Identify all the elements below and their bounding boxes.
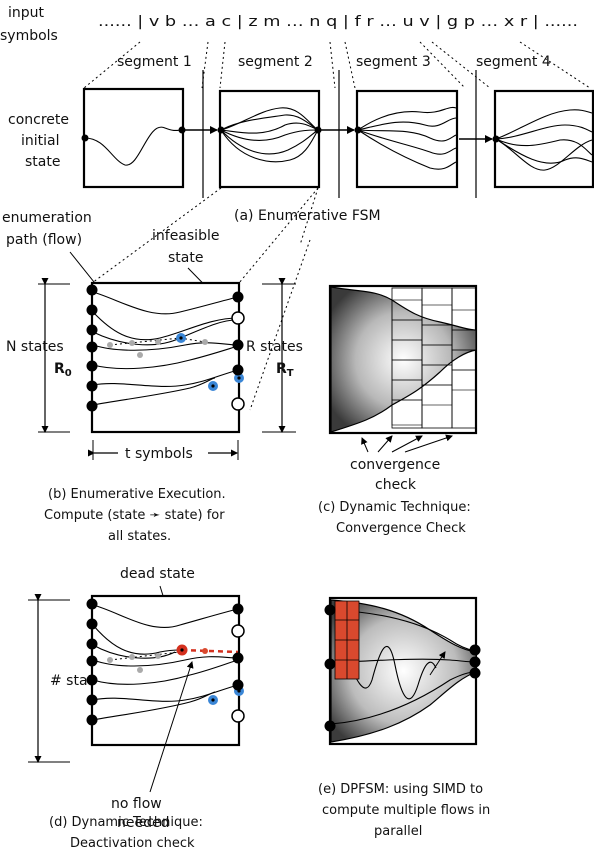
caption-b-line3: all states. [108,529,171,544]
enum-label-line2: path (flow) [6,232,82,248]
caption-e-line2: compute multiple flows in [322,803,490,818]
input-label-line2: symbols [0,28,58,44]
caption-e-line3: parallel [374,824,422,839]
convergence-box [328,284,478,435]
segment-box-3 [354,89,459,189]
input-label-line1: input [8,5,45,21]
deactivation-box [86,594,245,747]
no-flow-label-line1: no flow [111,796,162,812]
caption-c-line2: Convergence Check [336,521,466,536]
input-symbols: input symbols ...... | v b … a c | z m …… [0,5,578,44]
n-states-label: N states [6,339,64,355]
initial-label: initial [21,133,60,149]
projection-lines-a [83,41,591,89]
t-symbols-label: t symbols [125,446,193,462]
state-label: state [25,154,60,170]
caption-b-line2: Compute (state ➛ state) for [44,508,225,523]
segment-box-4 [492,89,594,189]
segment-1-label: segment 1 [117,54,192,70]
caption-b-line1: (b) Enumerative Execution. [48,487,226,502]
convergence-label-line2: check [375,477,417,493]
segment-box-2 [217,89,322,189]
caption-e-line1: (e) DPFSM: using SIMD to [318,782,483,797]
segment-3-label: segment 3 [356,54,431,70]
caption-a: (a) Enumerative FSM [234,208,381,224]
segment-box-1 [81,87,186,189]
caption-d-line1-visible: (d) Dynamic Technique: [49,815,203,830]
segment-2-label: segment 2 [238,54,313,70]
convergence-label-line1: convergence [350,457,440,473]
no-flow-label-line2: needed [117,815,170,831]
symbol-stream: ...... | v b … a c | z m … n q | f r … u… [98,14,578,30]
infeasible-label-line2: state [168,250,203,266]
enumerative-box [86,281,245,434]
concrete-label: concrete [8,112,69,128]
simd-box [324,596,481,746]
enum-label-line1: enumeration [2,210,92,226]
caption-c-line1: (c) Dynamic Technique: [318,500,471,515]
r-states-label: R states [246,339,303,355]
dead-state-label: dead state [120,566,195,582]
r0-label: R0 [54,361,72,379]
segment-4-label: segment 4 [476,54,551,70]
infeasible-label-line1: infeasible [152,228,219,244]
caption-d-line2: Deactivation check [70,836,195,851]
rt-label: RT [276,361,294,379]
